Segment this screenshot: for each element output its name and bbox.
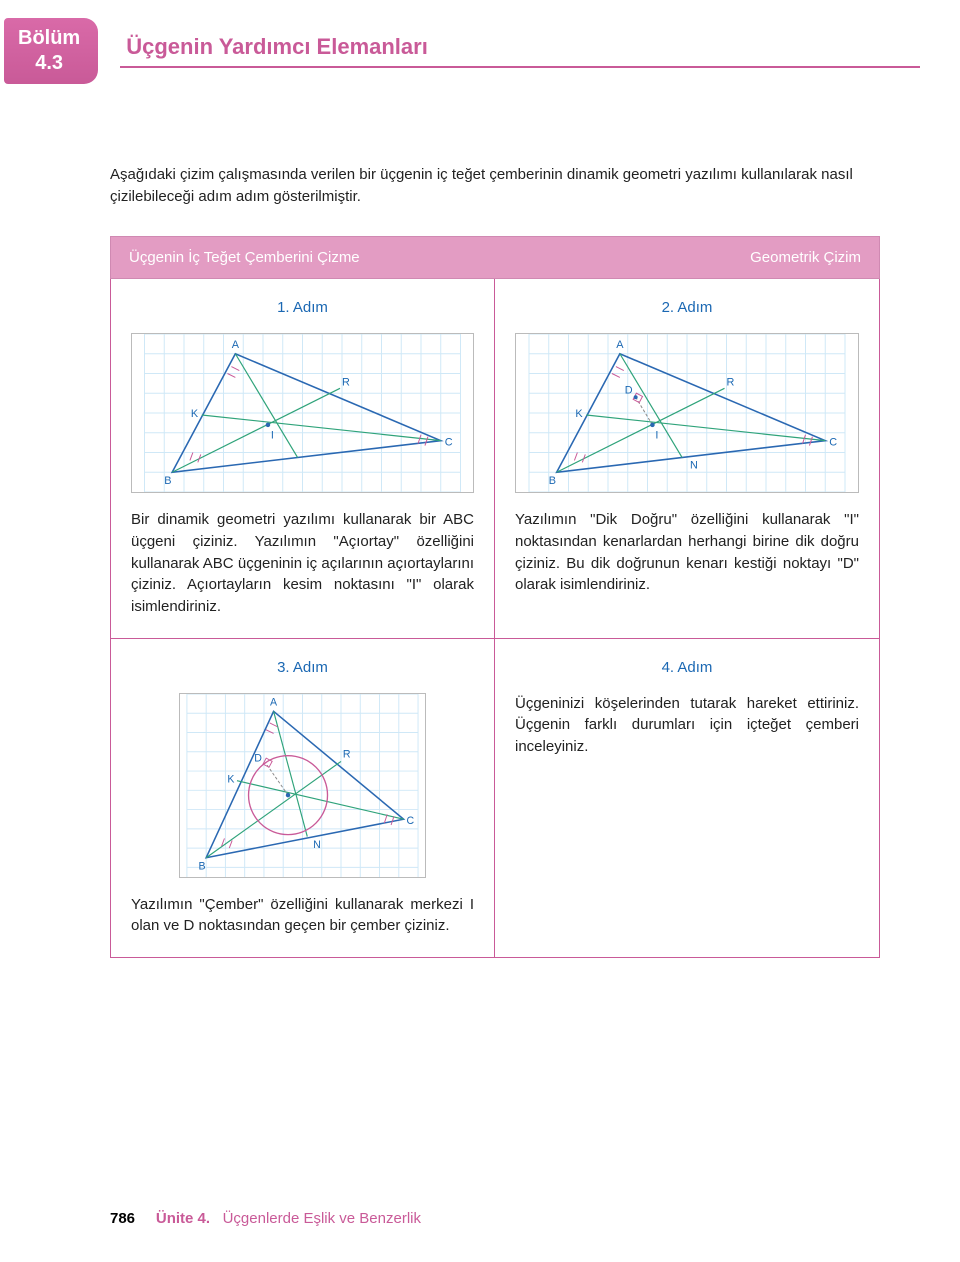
label-B: B: [164, 475, 171, 487]
steps-grid: 1. Adım A B C: [110, 279, 880, 958]
step-4-title: 4. Adım: [515, 657, 859, 679]
step-4: 4. Adım Üçgeninizi köşelerinden tutarak …: [495, 639, 879, 958]
step-3-desc: Yazılımın "Çember" özelliğini kullanarak…: [131, 894, 474, 938]
step-1-title: 1. Adım: [131, 297, 474, 319]
label-R: R: [343, 748, 351, 760]
section-number: 4.3: [18, 51, 80, 76]
step-1: 1. Adım A B C: [111, 279, 495, 639]
step-3: 3. Adım: [111, 639, 495, 958]
label-K: K: [227, 773, 234, 785]
label-B: B: [549, 475, 556, 487]
section-badge: Bölüm 4.3: [4, 18, 98, 84]
label-I: I: [271, 430, 274, 442]
step-3-diagram: A B C K R D N: [179, 693, 426, 878]
label-K: K: [575, 408, 583, 420]
banner-left: Üçgenin İç Teğet Çemberini Çizme: [129, 247, 360, 269]
step-4-desc: Üçgeninizi köşelerinden tutarak hareket …: [515, 693, 859, 758]
label-R: R: [342, 376, 350, 388]
step-1-diagram: A B C K R I: [131, 333, 474, 493]
intro-paragraph: Aşağıdaki çizim çalışmasında verilen bir…: [110, 164, 880, 208]
step-2: 2. Adım: [495, 279, 879, 639]
label-C: C: [829, 437, 837, 449]
task-banner: Üçgenin İç Teğet Çemberini Çizme Geometr…: [110, 236, 880, 280]
label-C: C: [445, 437, 453, 449]
step-3-title: 3. Adım: [131, 657, 474, 679]
page-header: Bölüm 4.3 Üçgenin Yardımcı Elemanları: [0, 0, 960, 84]
unit-title: Üçgenlerde Eşlik ve Benzerlik: [223, 1210, 421, 1227]
step-2-title: 2. Adım: [515, 297, 859, 319]
label-N: N: [690, 459, 698, 471]
step-1-desc: Bir dinamik geometri yazılımı kullanarak…: [131, 509, 474, 618]
label-B: B: [198, 860, 205, 872]
label-R: R: [727, 376, 735, 388]
page-content: Aşağıdaki çizim çalışmasında verilen bir…: [0, 84, 960, 958]
page-footer: 786 Ünite 4. Üçgenlerde Eşlik ve Benzerl…: [110, 1210, 421, 1227]
step-2-diagram: A B C K R I D N: [515, 333, 859, 493]
label-I: I: [655, 430, 658, 442]
page-title: Üçgenin Yardımcı Elemanları: [126, 34, 920, 60]
label-D: D: [254, 752, 262, 764]
label-D: D: [625, 384, 633, 396]
unit-label: Ünite 4.: [156, 1210, 210, 1227]
label-A: A: [616, 339, 624, 351]
label-N: N: [313, 839, 321, 851]
section-label: Bölüm: [18, 26, 80, 51]
title-bar: Üçgenin Yardımcı Elemanları: [120, 34, 920, 68]
step-2-desc: Yazılımın "Dik Doğru" özelliğini kullana…: [515, 509, 859, 596]
label-C: C: [407, 815, 415, 827]
label-K: K: [191, 408, 199, 420]
label-A: A: [270, 696, 278, 708]
page-number: 786: [110, 1210, 135, 1227]
banner-right: Geometrik Çizim: [750, 247, 861, 269]
label-A: A: [232, 339, 240, 351]
